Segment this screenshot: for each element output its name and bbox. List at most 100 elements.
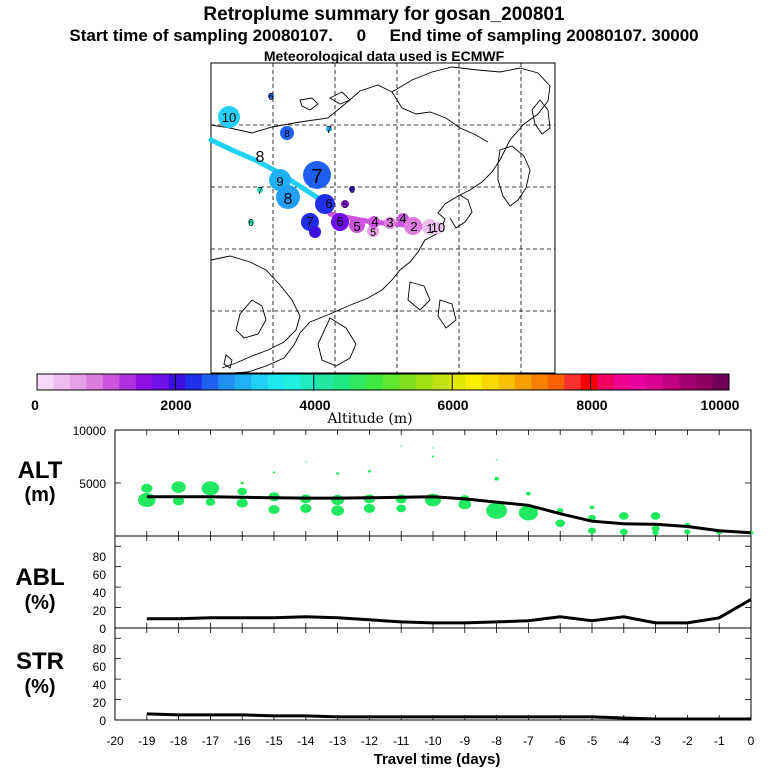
colorbar-tick: 8000 — [576, 397, 607, 413]
colorbar-cell — [201, 374, 219, 390]
alt-scatter-point — [205, 498, 216, 506]
map-grid — [211, 63, 555, 373]
alt-scatter-point — [237, 487, 247, 496]
cluster-bubble — [280, 126, 294, 140]
cluster-bubble — [349, 186, 355, 192]
colorbar-cell — [712, 374, 730, 390]
alt-scatter-point — [272, 471, 276, 474]
colorbar-cell — [696, 374, 713, 390]
map-label: 4 — [399, 211, 406, 226]
colorbar-cell — [267, 374, 285, 390]
alt-scatter-point — [331, 494, 344, 506]
x-tick-label: -6 — [555, 734, 566, 748]
colorbar-cell — [498, 374, 516, 390]
str-tick: 40 — [93, 678, 107, 692]
colorbar-tick: 10000 — [701, 397, 740, 413]
map-label: 10 — [222, 110, 236, 125]
alt-scatter-point — [518, 505, 539, 521]
coastline — [211, 66, 551, 373]
cluster-bubble — [268, 93, 274, 99]
alt-scatter-point — [305, 461, 307, 463]
cluster-bubble — [303, 161, 331, 189]
alt-scatter-point — [684, 529, 691, 535]
x-tick-label: -8 — [491, 734, 502, 748]
map-label: 7 — [257, 186, 263, 197]
cluster-labels: 10 9 8 8 7 7 7 6 6 6 8 6 5 7 6 5 5 4 3 4… — [222, 92, 445, 239]
colorbar-cell — [630, 374, 648, 390]
map-label: 8 — [284, 129, 290, 140]
x-axis: -20 -19 -18 -17 -16 -15 -14 -13 -12 -11 -10 -9 -8 -7-… — [106, 734, 754, 768]
plume-clusters — [218, 93, 444, 238]
x-tick-label: -10 — [424, 734, 442, 748]
colorbar-cell — [251, 374, 269, 390]
alt-series-line — [146, 495, 752, 535]
alt-scatter-point — [431, 455, 435, 458]
colorbar-cell — [69, 374, 87, 390]
map-label: 2 — [410, 219, 417, 234]
sampling-time: Start time of sampling 20080107. 0 End t… — [69, 26, 699, 45]
colorbar-cell — [37, 374, 54, 390]
cluster-bubble — [368, 216, 380, 228]
colorbar-cell — [168, 374, 186, 390]
map-label: 6 — [268, 92, 274, 103]
x-tick-label: -18 — [170, 734, 188, 748]
map-label: 6 — [325, 196, 332, 211]
colorbar-cell — [333, 374, 351, 390]
alt-scatter-point — [201, 481, 220, 496]
alt-scatter-point — [588, 527, 596, 534]
map-label: 1 — [426, 221, 433, 236]
colorbar-cell — [135, 374, 153, 390]
alt-scatter-point — [367, 470, 371, 473]
alt-tick: 5000 — [79, 477, 106, 491]
colorbar-cell — [350, 374, 367, 390]
chart-title: Retroplume summary for gosan_200801 — [203, 4, 565, 25]
x-tick-label: -12 — [361, 734, 379, 748]
alt-scatter-point — [396, 504, 407, 513]
x-tick-label: -15 — [265, 734, 283, 748]
colorbar-cell — [234, 374, 252, 390]
map-label: 8 — [284, 191, 293, 208]
colorbar-cell — [317, 374, 334, 390]
alt-scatter-point — [458, 499, 472, 510]
abl-tick: 40 — [93, 586, 107, 600]
cluster-bubble — [248, 219, 254, 225]
alt-scatter-point — [495, 459, 498, 461]
colorbar-cell — [481, 374, 499, 390]
alt-scatter-point — [651, 525, 660, 532]
cluster-bubble — [315, 194, 335, 214]
alt-panel: 10000 5000 ALT (m) — [18, 424, 754, 537]
colorbar-tick: 2000 — [160, 397, 191, 413]
cluster-bubble — [309, 226, 321, 238]
colorbar-cell — [86, 374, 104, 390]
colorbar-cell — [185, 374, 203, 390]
colorbar-cell — [646, 374, 664, 390]
alt-scatter-point — [589, 505, 595, 510]
abl-series-line — [146, 598, 752, 625]
alt-scatter-point — [336, 472, 340, 475]
alt-scatter-point — [171, 481, 186, 494]
colorbar-cell — [383, 374, 400, 390]
alt-unit: (m) — [24, 484, 55, 506]
x-tick-label: 0 — [748, 734, 755, 748]
trajectory-map: 10 9 8 8 7 7 7 6 6 6 8 6 5 7 6 5 5 4 3 4… — [208, 62, 556, 374]
colorbar-tick: 6000 — [437, 397, 468, 413]
x-tick-label: -5 — [587, 734, 598, 748]
x-tick-label: -14 — [297, 734, 315, 748]
alt-scatter-point — [432, 447, 434, 449]
colorbar-cell — [547, 374, 565, 390]
alt-scatter-point — [555, 519, 565, 528]
cluster-bubble — [257, 187, 263, 193]
x-tick-label: -3 — [650, 734, 661, 748]
str-label: STR — [16, 648, 64, 675]
abl-tick: 80 — [93, 550, 107, 564]
colorbar-cell — [152, 374, 170, 390]
abl-tick: 0 — [99, 622, 106, 636]
x-tick-label: -7 — [523, 734, 534, 748]
map-label: 8 — [256, 149, 265, 166]
alt-scatter-point — [173, 496, 185, 506]
cluster-bubble — [341, 200, 349, 208]
cluster-bubble — [331, 213, 349, 231]
x-tick-label: -13 — [329, 734, 347, 748]
x-tick-label: -1 — [714, 734, 725, 748]
